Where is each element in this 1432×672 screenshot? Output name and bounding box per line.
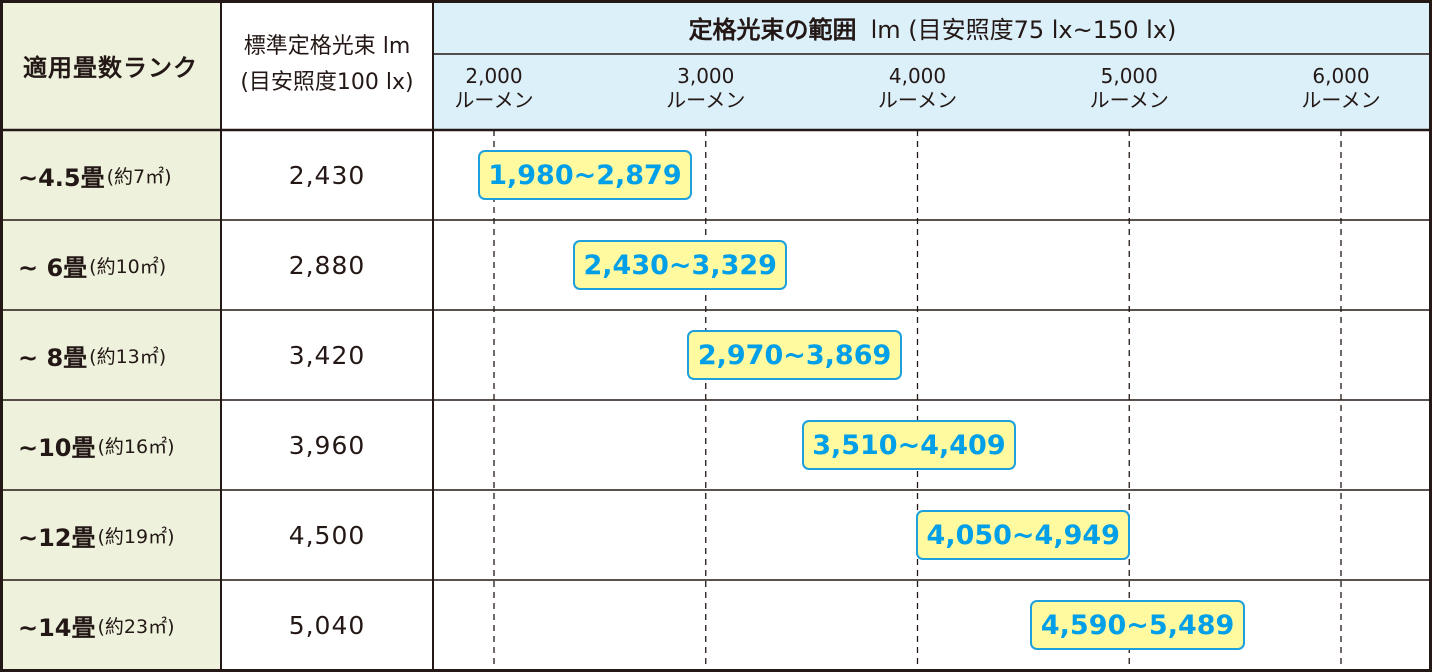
tick-value: 5,000 (1100, 64, 1158, 88)
standard-lumen-cell: 2,430 (288, 160, 366, 190)
rank-column-header: 適用畳数ランク (23, 53, 198, 82)
rank-tatami: ~14畳 (18, 613, 96, 642)
standard-lumen-cell: 5,040 (288, 610, 366, 640)
rank-area: (約7㎡) (106, 165, 172, 188)
rank-tatami: ~10畳 (18, 433, 96, 462)
range-header-unit: lm (目安照度75 lx~150 lx) (870, 15, 1177, 44)
standard-lumen-cell: 2,880 (288, 250, 366, 280)
tick-unit: ルーメン (877, 88, 958, 112)
tick-label-3: 4,000 ルーメン (858, 64, 978, 112)
standard-lumen-cell: 3,960 (288, 430, 366, 460)
standard-header-line1: 標準定格光束 lm (243, 34, 411, 59)
rank-tatami: ~4.5畳 (18, 163, 105, 192)
tick-unit: ルーメン (1089, 88, 1169, 112)
tick-value: 4,000 (888, 64, 947, 88)
tick-label-2: 3,000 ルーメン (646, 64, 766, 112)
range-label: 4,590~5,489 (1030, 600, 1245, 650)
standard-lumen-cell: 4,500 (288, 520, 366, 550)
rank-area: (約23㎡) (97, 615, 175, 638)
rank-area: (約13㎡) (89, 345, 167, 368)
rank-cell: ~10畳 (約16㎡) (0, 400, 221, 490)
range-column-header: 定格光束の範囲 lm (目安照度75 lx~150 lx) (433, 0, 1432, 54)
rank-tatami: ~ 8畳 (18, 343, 88, 372)
range-label: 1,980~2,879 (477, 150, 693, 200)
rank-area: (約16㎡) (97, 435, 175, 458)
tick-value: 2,000 (465, 64, 523, 88)
standard-header-line2: (目安照度100 lx) (240, 70, 414, 95)
rank-tatami: ~ 6畳 (18, 253, 88, 282)
range-header-title: 定格光束の範囲 (688, 15, 857, 44)
rank-tatami: ~12畳 (18, 523, 96, 552)
range-label: 2,970~3,869 (687, 330, 902, 380)
tick-label-5: 6,000 ルーメン (1281, 64, 1401, 112)
range-header-bg (433, 0, 1432, 130)
tick-value: 6,000 (1312, 64, 1370, 88)
standard-lumen-cell: 3,420 (288, 340, 366, 370)
rank-area: (約19㎡) (97, 525, 175, 548)
tick-value: 3,000 (677, 64, 735, 88)
rank-cell: ~14畳 (約23㎡) (0, 580, 221, 670)
rank-cell: ~12畳 (約19㎡) (0, 490, 221, 580)
tick-unit: ルーメン (666, 88, 746, 112)
range-label: 3,510~4,409 (801, 420, 1017, 470)
rank-area: (約10㎡) (89, 255, 167, 278)
range-label: 2,430~3,329 (573, 240, 788, 290)
tick-unit: ルーメン (1301, 88, 1381, 112)
rank-cell: ~ 8畳 (約13㎡) (0, 310, 221, 400)
rank-column-bg (0, 0, 221, 672)
range-label: 4,050~4,949 (916, 510, 1131, 560)
tick-unit: ルーメン (454, 88, 534, 112)
rank-cell: ~4.5畳 (約7㎡) (0, 130, 221, 220)
rank-cell: ~ 6畳 (約10㎡) (0, 220, 221, 310)
tick-label-4: 5,000 ルーメン (1069, 64, 1189, 112)
standard-column-header: 標準定格光束 lm (目安照度100 lx) (221, 0, 433, 130)
tick-label-1: 2,000 ルーメン (434, 64, 554, 112)
